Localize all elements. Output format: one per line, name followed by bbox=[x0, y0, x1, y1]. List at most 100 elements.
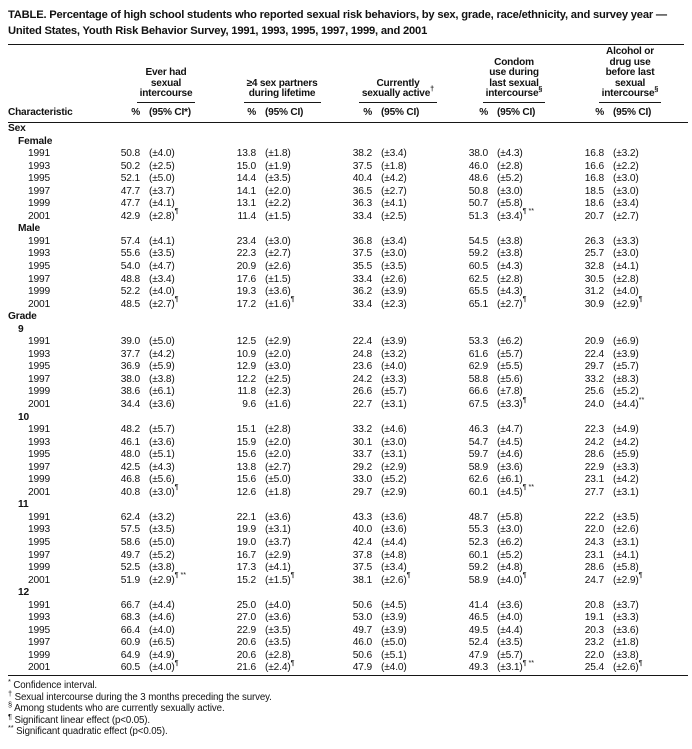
ci-value: (±2.3) bbox=[265, 386, 291, 398]
ci-value: (±5.0) bbox=[381, 637, 407, 649]
ci-value: (±2.7) bbox=[381, 185, 407, 197]
pct-value: 46.5 bbox=[468, 612, 488, 624]
ci-value: (±4.0) bbox=[265, 599, 291, 611]
year-label: 2001 bbox=[28, 662, 51, 674]
pct-value: 52.3 bbox=[468, 537, 488, 549]
ci-value: (±2.0) bbox=[265, 348, 291, 360]
ci-value: (±7.8) bbox=[497, 386, 523, 398]
table-title-line1: TABLE. Percentage of high school student… bbox=[8, 9, 667, 21]
pct-value: 29.7 bbox=[584, 361, 604, 373]
pct-value: 16.8 bbox=[584, 173, 604, 185]
table-row: 2001 48.5 (±2.7)¶ 17.2 (±1.6)¶ 33.4 (±2.3) 65.1… bbox=[8, 295, 688, 312]
ci-value: (±3.5) bbox=[381, 260, 407, 272]
ci-value: (±4.4) bbox=[381, 537, 407, 549]
ci-column-header: (95% CI) bbox=[381, 106, 420, 118]
ci-value: (±2.8) bbox=[497, 160, 523, 172]
ci-value: (±1.5)¶ bbox=[265, 570, 295, 586]
ci-value: (±2.4)¶ bbox=[265, 658, 295, 674]
characteristic-column-header: Characteristic bbox=[8, 106, 73, 118]
ci-value: (±2.6)¶ bbox=[381, 570, 411, 586]
pct-value: 48.0 bbox=[120, 449, 140, 461]
pct-value: 57.4 bbox=[120, 235, 140, 247]
ci-value: (±4.0)¶ bbox=[149, 658, 179, 674]
pct-value: 20.7 bbox=[584, 210, 604, 222]
table-row: 1997 38.0 (±3.8) 12.2 (±2.5) 24.2 (±3.3) 58.8 (±… bbox=[8, 374, 688, 387]
column-group-header: Condom use during last sexual intercourse§ bbox=[456, 47, 572, 103]
ci-value: (±3.9) bbox=[381, 336, 407, 348]
ci-value: (±3.0) bbox=[613, 173, 639, 185]
ci-column-header: (95% CI) bbox=[497, 106, 536, 118]
ci-value: (±5.1) bbox=[149, 449, 175, 461]
pct-value: 36.2 bbox=[352, 286, 372, 298]
ci-value: (±3.5) bbox=[613, 511, 639, 523]
year-label: 1993 bbox=[28, 160, 51, 172]
pct-value: 60.1 bbox=[468, 549, 488, 561]
section-label: Grade bbox=[8, 311, 37, 323]
year-label: 1999 bbox=[28, 562, 51, 574]
pct-value: 19.3 bbox=[236, 286, 256, 298]
ci-value: (±6.2) bbox=[497, 336, 523, 348]
ci-value: (±2.2) bbox=[265, 198, 291, 210]
ci-value: (±3.0) bbox=[497, 524, 523, 536]
ci-value: (±1.5) bbox=[265, 273, 291, 285]
subsection-label: 10 bbox=[18, 411, 30, 423]
table-row: 2001 42.9 (±2.8)¶ 11.4 (±1.5) 33.4 (±2.5) 51.3 (… bbox=[8, 207, 688, 224]
table-row: 1999 38.6 (±6.1) 11.8 (±2.3) 26.6 (±5.7) 66.6 (±… bbox=[8, 386, 688, 399]
ci-value: (±2.9) bbox=[381, 486, 407, 498]
ci-value: (±3.6) bbox=[497, 461, 523, 473]
ci-value: (±1.9) bbox=[265, 160, 291, 172]
year-label: 1995 bbox=[28, 260, 51, 272]
pct-value: 22.9 bbox=[584, 461, 604, 473]
table-row: 1997 42.5 (±4.3) 13.8 (±2.7) 29.2 (±2.9) 58.9 (±… bbox=[8, 462, 688, 475]
pct-value: 22.4 bbox=[352, 336, 372, 348]
ci-value: (±3.5) bbox=[265, 624, 291, 636]
ci-value: (±2.6) bbox=[265, 260, 291, 272]
ci-value: (±2.5) bbox=[265, 373, 291, 385]
pct-value: 24.3 bbox=[584, 537, 604, 549]
pct-value: 22.0 bbox=[584, 524, 604, 536]
pct-value: 23.1 bbox=[584, 474, 604, 486]
year-label: 1999 bbox=[28, 198, 51, 210]
ci-value: (±3.6) bbox=[265, 612, 291, 624]
pct-value: 40.8 bbox=[120, 486, 140, 498]
subsection-label: Female bbox=[18, 135, 53, 147]
ci-value: (±3.6) bbox=[613, 624, 639, 636]
pct-value: 17.3 bbox=[236, 562, 256, 574]
year-label: 1995 bbox=[28, 449, 51, 461]
ci-value: (±5.1) bbox=[381, 649, 407, 661]
ci-value: (±3.6) bbox=[497, 599, 523, 611]
pct-value: 26.3 bbox=[584, 235, 604, 247]
ci-value: (±5.8) bbox=[497, 511, 523, 523]
ci-value: (±4.1) bbox=[381, 198, 407, 210]
pct-value: 25.6 bbox=[584, 386, 604, 398]
ci-value: (±2.6) bbox=[381, 273, 407, 285]
year-label: 1991 bbox=[28, 336, 51, 348]
ci-value: (±2.2) bbox=[613, 160, 639, 172]
pct-column-header: % bbox=[595, 106, 604, 118]
ci-value: (±1.6) bbox=[265, 399, 291, 410]
pct-value: 30.5 bbox=[584, 273, 604, 285]
ci-value: (±3.4) bbox=[381, 148, 407, 160]
pct-value: 13.8 bbox=[236, 461, 256, 473]
pct-value: 58.9 bbox=[468, 574, 488, 586]
ci-value: (±3.9) bbox=[613, 348, 639, 360]
ci-value: (±4.4) bbox=[149, 599, 175, 611]
pct-value: 21.6 bbox=[236, 662, 256, 674]
pct-value: 47.7 bbox=[120, 198, 140, 210]
pct-value: 37.5 bbox=[352, 562, 372, 574]
pct-value: 51.3 bbox=[468, 210, 488, 222]
pct-value: 46.1 bbox=[120, 436, 140, 448]
ci-value: (±2.0) bbox=[265, 185, 291, 197]
pct-value: 16.7 bbox=[236, 549, 256, 561]
pct-value: 20.6 bbox=[236, 637, 256, 649]
pct-column-header: % bbox=[479, 106, 488, 118]
ci-value: (±6.1) bbox=[497, 474, 523, 486]
pct-value: 15.2 bbox=[236, 574, 256, 586]
pct-value: 19.1 bbox=[584, 612, 604, 624]
ci-value: (±3.1) bbox=[613, 537, 639, 549]
pct-value: 46.0 bbox=[468, 160, 488, 172]
pct-value: 24.0 bbox=[584, 399, 604, 410]
ci-value: (±5.6) bbox=[149, 474, 175, 486]
table-row: 2001 60.5 (±4.0)¶ 21.6 (±2.4)¶ 47.9 (±4.0) 49.3… bbox=[8, 658, 688, 675]
table-row: 1997 48.8 (±3.4) 17.6 (±1.5) 33.4 (±2.6) 62.5 (±… bbox=[8, 274, 688, 287]
